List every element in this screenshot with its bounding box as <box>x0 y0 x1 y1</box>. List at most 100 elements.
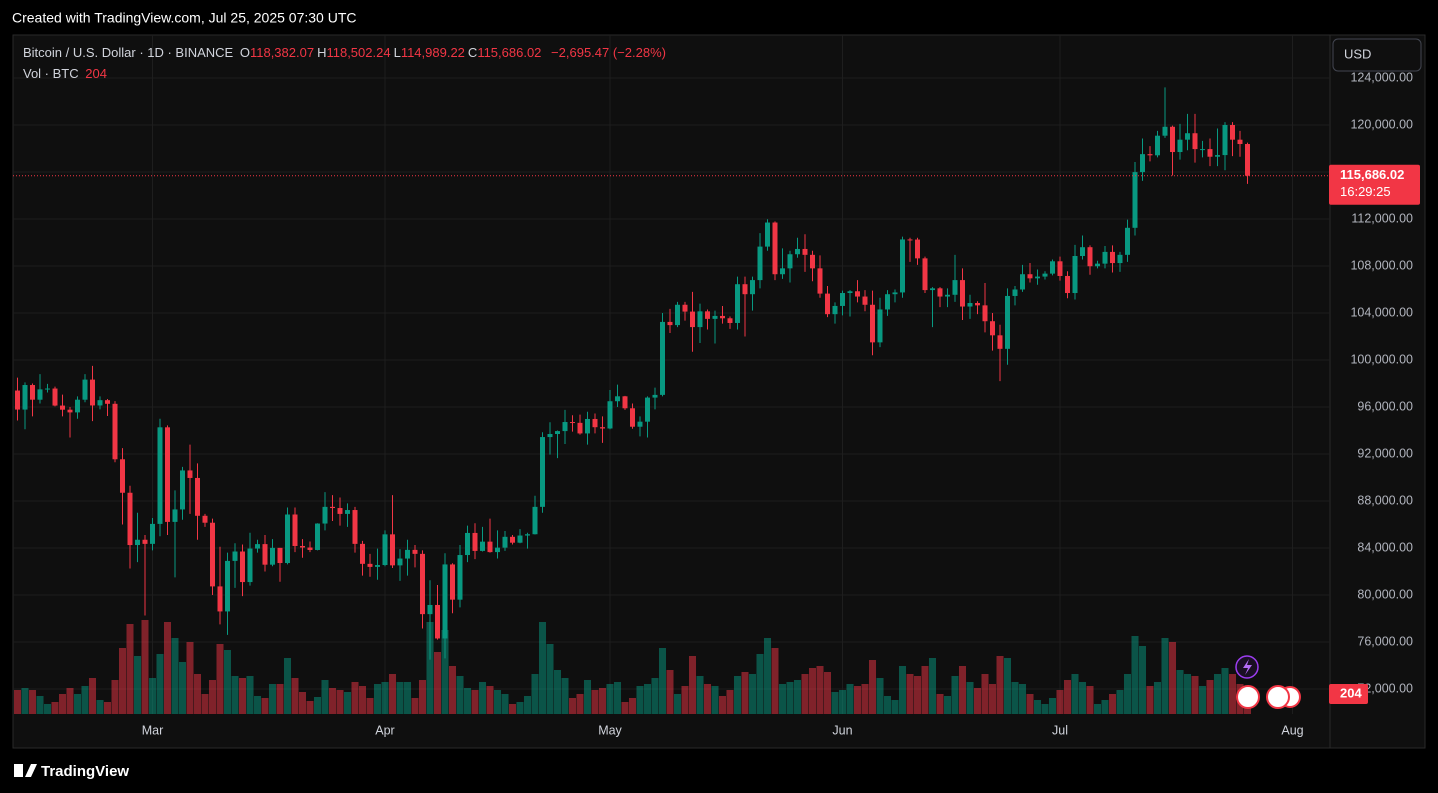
volume-bar <box>494 690 501 714</box>
volume-bar <box>839 690 846 714</box>
x-tick-label: Mar <box>142 723 164 737</box>
volume-bar <box>164 622 171 714</box>
volume-bar <box>14 690 21 714</box>
volume-bar <box>1019 684 1026 714</box>
candle-body <box>720 315 725 319</box>
candle-body <box>285 514 290 564</box>
candle-body <box>82 379 88 400</box>
candle-body <box>472 532 478 551</box>
volume-bar <box>464 688 471 714</box>
last-price-box <box>1329 164 1420 205</box>
volume-bar <box>224 650 231 714</box>
candle-body <box>1042 273 1048 277</box>
candle-body <box>570 422 575 424</box>
volume-bar <box>989 684 996 714</box>
ohlc-value: 118,502.24 <box>326 45 391 60</box>
candle-body <box>1102 251 1108 264</box>
flag-icon[interactable] <box>1236 685 1260 709</box>
candle-body <box>15 390 20 410</box>
candle-body <box>990 321 995 336</box>
candle-body <box>202 515 208 523</box>
axis-layer: 72,000.00 76,000.00 80,000.00 84,000.00 88,0… <box>13 70 1420 737</box>
volume-bar <box>21 688 29 714</box>
volume-bar <box>771 648 779 714</box>
volume-bar <box>1244 708 1251 714</box>
y-tick-label: 112,000.00 <box>1351 211 1413 225</box>
volume-bar <box>1034 700 1041 714</box>
volume-bar <box>381 682 389 714</box>
volume-bar <box>779 684 786 714</box>
y-tick-label: 92,000.00 <box>1357 446 1413 460</box>
y-tick-label: 124,000.00 <box>1350 70 1413 84</box>
candle-body <box>705 311 710 319</box>
volume-bar <box>1146 686 1154 714</box>
volume-bar <box>749 674 756 714</box>
candle-body <box>870 304 875 343</box>
volume-bar <box>951 676 959 714</box>
volume-bar <box>351 682 359 714</box>
volume-bar <box>314 697 321 714</box>
volume-bar <box>1124 674 1131 714</box>
currency-button[interactable] <box>1332 38 1422 72</box>
volume-layer <box>14 620 1251 714</box>
candle-body <box>300 545 305 548</box>
volume-bar <box>66 688 74 714</box>
candle-body <box>232 551 238 561</box>
candle-body <box>247 548 253 583</box>
volume-bar <box>419 680 426 714</box>
volume-bar <box>674 694 681 714</box>
volume-bar <box>1049 698 1056 714</box>
volume-bar <box>1004 658 1011 714</box>
candle-body <box>967 303 973 307</box>
volume-bar <box>29 690 36 714</box>
volume-bar <box>809 668 816 714</box>
volume-bar <box>269 684 276 714</box>
volume-bar <box>636 686 644 714</box>
volume-bar <box>546 644 554 714</box>
candle-body <box>810 254 815 269</box>
volume-title: Vol · BTC <box>23 66 79 81</box>
candle-body <box>900 239 905 293</box>
candle-body <box>757 246 763 281</box>
volume-bar <box>1041 704 1049 714</box>
volume-bar <box>1011 682 1019 714</box>
volume-bar <box>74 694 81 714</box>
candle-body <box>1155 135 1160 156</box>
volume-bar <box>884 696 891 714</box>
volume-bar <box>741 672 749 714</box>
ohlc-value: 114,989.22 <box>400 45 465 60</box>
candle-body <box>1035 276 1040 279</box>
candle-body <box>1237 139 1243 145</box>
candle-body <box>825 293 830 315</box>
candle-body <box>135 539 140 546</box>
flag-icon[interactable] <box>1266 685 1290 709</box>
grid <box>13 35 1330 714</box>
volume-bar <box>554 670 561 714</box>
candle-body <box>412 549 418 554</box>
volume-bar <box>531 674 539 714</box>
candle-body <box>975 303 980 306</box>
volume-bar <box>569 698 576 714</box>
y-tick-label: 80,000.00 <box>1357 587 1413 601</box>
candle-body <box>142 539 148 544</box>
volume-bar <box>1056 690 1064 714</box>
volume-bar <box>846 684 854 714</box>
candle-body <box>690 311 695 328</box>
candle-body <box>420 553 425 615</box>
volume-bar <box>396 682 404 714</box>
created-note: Created with TradingView.com, Jul 25, 20… <box>12 10 356 26</box>
volume-bar <box>1139 646 1146 714</box>
candle-body <box>1162 126 1168 136</box>
y-tick-label: 88,000.00 <box>1357 493 1413 507</box>
volume-bar <box>936 694 944 714</box>
candle-body <box>292 514 298 546</box>
candle-body <box>52 388 58 406</box>
candle-body <box>510 536 515 543</box>
candle-body <box>547 434 553 438</box>
volume-bar <box>1071 674 1079 714</box>
chart-panel <box>12 34 1426 749</box>
volume-bar <box>1079 682 1086 714</box>
ohlc-key: O <box>239 45 250 60</box>
x-tick-label: Apr <box>375 723 394 737</box>
volume-bar <box>44 704 51 714</box>
